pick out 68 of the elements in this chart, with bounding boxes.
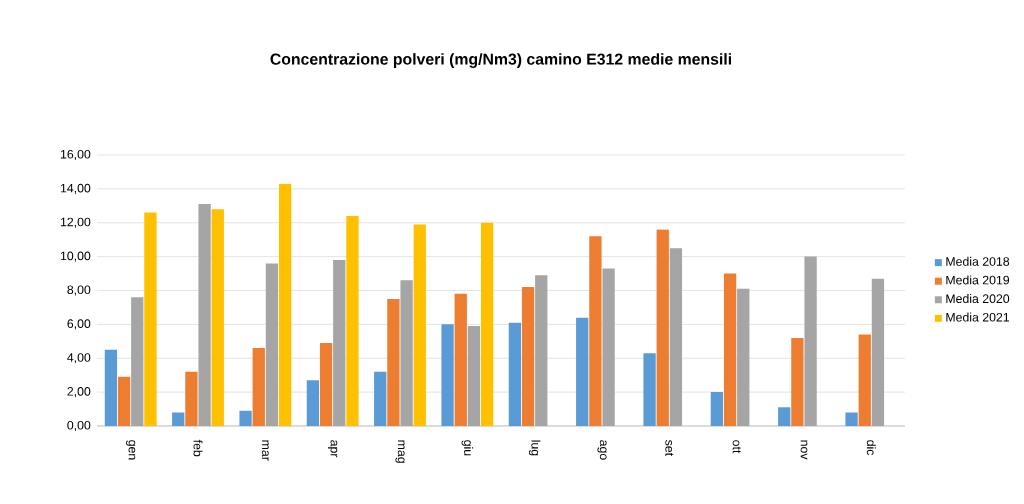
- bar: [131, 297, 144, 426]
- x-tick-label: nov: [800, 440, 808, 460]
- bar: [576, 317, 589, 426]
- bar: [104, 349, 118, 426]
- bar: [778, 407, 791, 426]
- bar: [172, 412, 185, 426]
- bar: [602, 268, 615, 426]
- bar: [521, 287, 535, 426]
- bar: [198, 204, 211, 426]
- bar: [871, 278, 885, 426]
- bar: [252, 348, 265, 426]
- x-tick-label: apr: [328, 440, 338, 458]
- legend-label: Media 2021: [946, 312, 1010, 322]
- y-tick-label: 16,00: [60, 149, 91, 161]
- y-tick-label: 14,00: [60, 183, 91, 194]
- bar: [333, 260, 346, 426]
- y-tick-label: 10,00: [60, 251, 91, 262]
- y-tick-label: 12,00: [60, 217, 91, 228]
- x-tick-label: set: [665, 440, 674, 457]
- x-tick-label: dic: [866, 440, 876, 456]
- y-tick-label: 4,00: [67, 353, 91, 364]
- bar: [319, 342, 333, 426]
- x-tick-label: mar: [261, 440, 269, 461]
- y-tick-label: 8,00: [67, 285, 91, 296]
- bar: [791, 337, 804, 426]
- x-tick-label: feb: [193, 439, 203, 457]
- x-tick-label: mag: [395, 440, 405, 463]
- bar: [535, 275, 548, 426]
- bar: [669, 248, 683, 426]
- bar: [185, 371, 198, 426]
- x-tick-label: lug: [528, 440, 541, 456]
- bar: [441, 324, 454, 426]
- bar: [374, 371, 387, 426]
- bar: [737, 288, 750, 426]
- bar: [656, 229, 669, 426]
- y-tick-label: 6,00: [67, 319, 91, 330]
- x-tick-label: gen: [126, 440, 136, 460]
- bar: [306, 380, 320, 426]
- legend-label: Media 2019: [946, 275, 1010, 285]
- bar: [723, 273, 737, 426]
- x-tick-label: giu: [461, 440, 474, 456]
- bar: [710, 392, 724, 426]
- x-tick-label: ott: [732, 440, 741, 454]
- bar: [454, 293, 467, 426]
- bar: [278, 183, 292, 426]
- x-tick-label: ago: [597, 440, 607, 460]
- bar: [144, 212, 157, 426]
- bar: [845, 412, 858, 426]
- bar: [413, 224, 426, 426]
- bar: [508, 322, 522, 426]
- bar: [346, 215, 359, 426]
- bar: [858, 334, 871, 426]
- bar: [467, 326, 481, 426]
- bar: [387, 298, 400, 426]
- chart-title: Concentrazione polveri (mg/Nm3) camino E312 medie mensili: [270, 53, 732, 68]
- bar: [239, 410, 252, 426]
- y-tick-label: 2,00: [67, 387, 91, 398]
- bar: [480, 222, 494, 426]
- legend-label: Media 2018: [946, 256, 1010, 266]
- bar: [804, 256, 817, 426]
- bar: [265, 263, 279, 426]
- bar: [211, 209, 224, 426]
- bar: [117, 376, 131, 426]
- bar: [400, 280, 413, 426]
- y-tick-label: 0,00: [67, 420, 91, 432]
- bar: [643, 353, 656, 426]
- legend-label: Media 2020: [946, 294, 1010, 304]
- bar: [589, 236, 602, 426]
